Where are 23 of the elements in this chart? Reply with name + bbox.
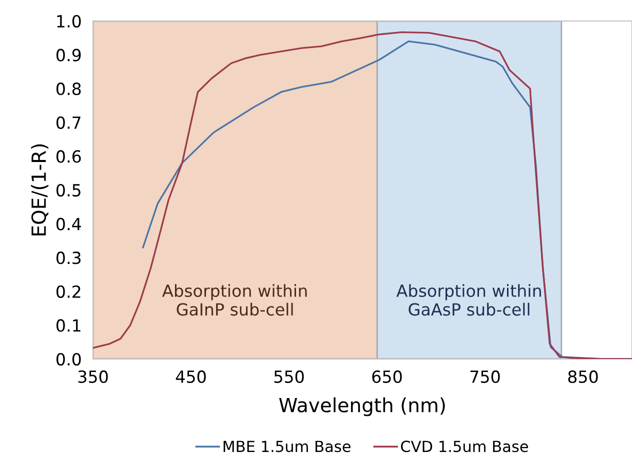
band-label: Absorption within GaInP sub-cell	[162, 284, 307, 316]
x-axis-title: Wavelength (nm)	[279, 397, 445, 416]
y-tick-label: 0.4	[56, 218, 81, 230]
x-tick-label: 450	[176, 370, 206, 384]
x-tick-label: 550	[274, 370, 304, 384]
legend-label: MBE 1.5um Base	[224, 440, 350, 452]
y-tick-label: 0.0	[56, 352, 81, 366]
x-tick-label: 850	[568, 370, 598, 384]
y-tick-label: 0.8	[56, 82, 81, 96]
x-tick-label: 650	[372, 370, 402, 384]
legend-label: CVD 1.5um Base	[401, 440, 528, 452]
band-label: Absorption within GaAsP sub-cell	[396, 284, 541, 316]
y-tick-label: 0.2	[56, 285, 80, 298]
y-tick-label: 0.1	[56, 319, 80, 332]
y-tick-label: 0.7	[56, 116, 80, 129]
y-tick-label: 0.5	[56, 184, 80, 197]
y-tick-label: 0.3	[56, 252, 81, 264]
y-tick-label: 0.9	[56, 48, 81, 62]
x-tick-label: 750	[470, 370, 500, 384]
y-tick-label: 0.6	[56, 150, 81, 163]
y-axis-title: EQE/(1-R)	[31, 144, 48, 236]
x-tick-label: 350	[78, 370, 108, 384]
y-tick-label: 1.0	[57, 14, 81, 28]
